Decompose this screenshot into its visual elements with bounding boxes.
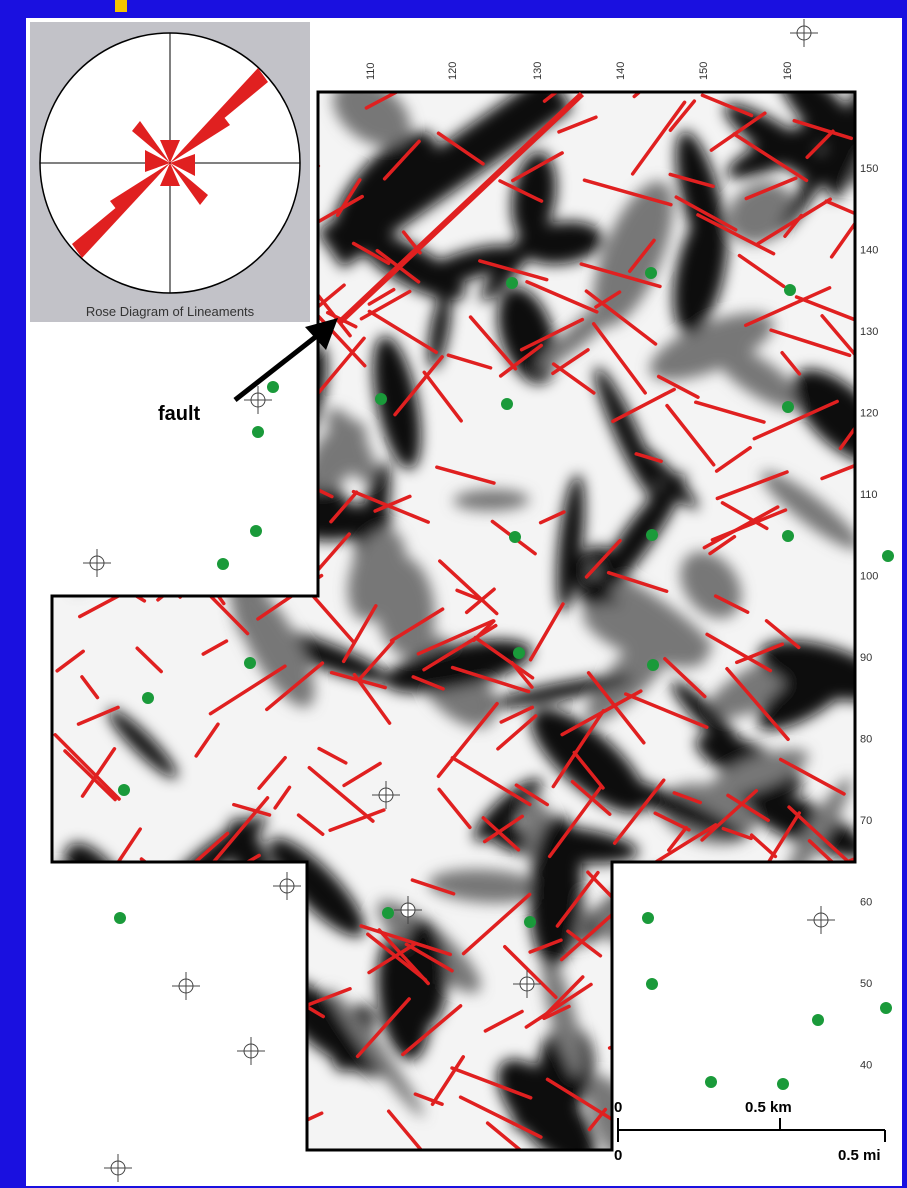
grid-label: 130: [860, 326, 878, 338]
grid-label: 140: [615, 62, 627, 80]
grid-label: 150: [860, 163, 878, 175]
well-dot: [501, 398, 513, 410]
grid-label: 80: [860, 734, 872, 746]
well-dot: [646, 529, 658, 541]
grid-label: 120: [860, 408, 878, 420]
grid-label: 130: [532, 62, 544, 80]
grid-label: 110: [860, 489, 878, 501]
well-dot: [812, 1014, 824, 1026]
well-dot: [250, 525, 262, 537]
well-dot: [375, 393, 387, 405]
well-dot: [382, 907, 394, 919]
grid-label: 120: [447, 62, 459, 80]
well-dot: [506, 277, 518, 289]
well-dot: [642, 912, 654, 924]
grid-label: 50: [860, 978, 872, 990]
well-dot: [513, 647, 525, 659]
well-dot: [705, 1076, 717, 1088]
grid-label: 60: [860, 897, 872, 909]
grid-label: 150: [698, 62, 710, 80]
grid-label: 140: [860, 245, 878, 257]
grid-label: 70: [860, 815, 872, 827]
grid-label: 40: [860, 1060, 872, 1072]
well-dot: [142, 692, 154, 704]
well-dot: [646, 978, 658, 990]
well-dot: [509, 531, 521, 543]
well-dot: [244, 657, 256, 669]
well-dot: [880, 1002, 892, 1014]
fault-label: fault: [158, 403, 201, 425]
scale-label: 0: [614, 1099, 622, 1116]
grid-label: 160: [782, 62, 794, 80]
well-dot: [114, 912, 126, 924]
well-dot: [782, 530, 794, 542]
well-dot: [217, 558, 229, 570]
well-dot: [647, 659, 659, 671]
grid-label: 100: [860, 571, 878, 583]
grid-label: 110: [365, 62, 377, 80]
well-dot: [118, 784, 130, 796]
well-dot: [645, 267, 657, 279]
scale-label: 0: [614, 1147, 622, 1164]
well-dot: [267, 381, 279, 393]
frame-accent: [115, 0, 127, 12]
well-dot: [777, 1078, 789, 1090]
well-dot: [524, 916, 536, 928]
map-figure: Rose Diagram of Lineaments fault 110 120 1…: [0, 0, 907, 1188]
well-dot: [782, 401, 794, 413]
rose-title: Rose Diagram of Lineaments: [86, 304, 255, 319]
well-dot: [882, 550, 894, 562]
well-dot: [252, 426, 264, 438]
grid-label: 90: [860, 652, 872, 664]
scale-label: 0.5 mi: [838, 1147, 881, 1164]
well-dot: [784, 284, 796, 296]
scale-label: 0.5 km: [745, 1099, 792, 1116]
